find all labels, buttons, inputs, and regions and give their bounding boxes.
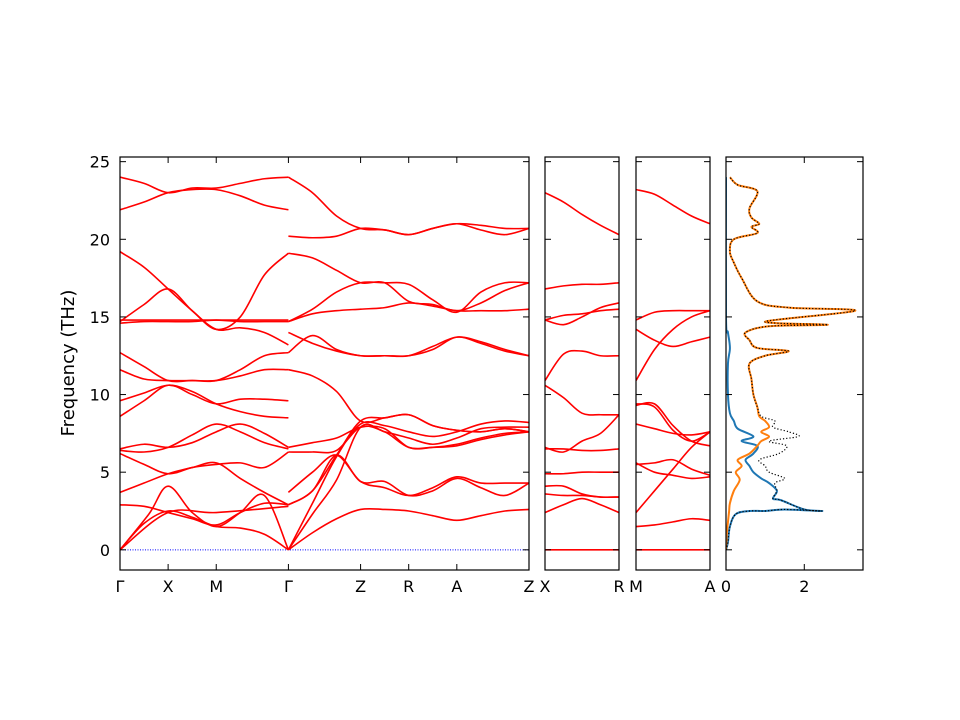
y-tick-label: 0 <box>100 541 110 560</box>
band-line <box>636 462 710 480</box>
bands-group <box>545 191 619 551</box>
panel-frame <box>119 156 530 571</box>
dos-partial-line <box>726 176 857 550</box>
band-line <box>288 302 529 323</box>
band-line <box>288 281 529 323</box>
band-line <box>287 423 529 551</box>
band-line <box>120 485 290 551</box>
band-line <box>120 423 289 453</box>
band-line <box>120 451 289 475</box>
band-line <box>636 423 710 436</box>
y-tick-label: 10 <box>90 386 110 405</box>
band-line <box>636 309 710 321</box>
band-line <box>287 176 529 236</box>
band-line <box>120 368 289 382</box>
band-line <box>120 351 289 383</box>
band-line <box>120 188 289 211</box>
band-line <box>120 251 289 331</box>
dos-partial-line <box>726 177 824 551</box>
band-line <box>288 425 529 450</box>
dos-lines <box>726 176 857 551</box>
band-line <box>545 414 619 453</box>
band-line <box>120 176 289 194</box>
band-line <box>545 497 619 514</box>
band-line <box>636 458 710 477</box>
band-line <box>120 384 289 419</box>
band-line <box>287 420 529 551</box>
panel-frame <box>725 156 864 571</box>
band-line <box>545 302 619 326</box>
band-line <box>120 505 289 551</box>
y-tick-label: 5 <box>100 463 110 482</box>
k-point-label: R <box>403 577 414 596</box>
band-line <box>545 191 619 236</box>
y-tick-label: 25 <box>90 153 110 172</box>
band-line <box>545 384 619 416</box>
band-line <box>636 403 710 442</box>
band-line <box>120 502 289 526</box>
band-line <box>545 447 619 452</box>
band-line <box>545 349 619 382</box>
dos-x-tick-label: 0 <box>721 577 731 596</box>
y-axis-title: Frequency (THz) <box>58 290 79 437</box>
k-point-label: M <box>209 577 223 596</box>
band-line <box>120 384 289 417</box>
k-point-label: Γ <box>284 577 293 596</box>
k-point-label: A <box>705 577 716 596</box>
panel-frame <box>635 156 711 571</box>
bands-group <box>636 188 710 551</box>
y-tick-label: 15 <box>90 308 110 327</box>
k-point-label: Z <box>524 577 535 596</box>
band-line <box>545 484 619 499</box>
band-line <box>636 188 710 225</box>
k-point-label: X <box>540 577 551 596</box>
k-point-label: A <box>451 577 462 596</box>
k-point-label: X <box>163 577 174 596</box>
band-line <box>288 331 529 358</box>
band-line <box>288 222 529 239</box>
panel-frame <box>544 156 620 571</box>
band-line <box>636 431 710 514</box>
y-tick-label: 20 <box>90 230 110 249</box>
band-panel-1: 0 5 10 15 20 25 Γ X M Γ Z R A Z <box>90 153 535 596</box>
k-point-label: Γ <box>116 577 125 596</box>
band-line <box>120 510 289 551</box>
band-line <box>120 288 289 346</box>
band-line <box>636 309 710 381</box>
band-line <box>636 517 710 528</box>
k-point-label: M <box>629 577 643 596</box>
band-line <box>288 454 529 506</box>
band-line <box>545 471 619 475</box>
k-point-label: Z <box>355 577 366 596</box>
band-line <box>287 507 529 551</box>
band-line <box>120 423 289 450</box>
band-line <box>120 461 289 506</box>
dos-total-line <box>726 176 856 550</box>
bands-group <box>120 176 529 551</box>
dos-x-tick-label: 2 <box>799 577 809 596</box>
band-line <box>545 281 619 290</box>
band-line <box>636 328 710 348</box>
band-line <box>288 368 529 433</box>
band-line <box>288 252 529 312</box>
k-point-label: R <box>613 577 624 596</box>
band-line <box>545 308 619 321</box>
band-line <box>636 401 710 447</box>
